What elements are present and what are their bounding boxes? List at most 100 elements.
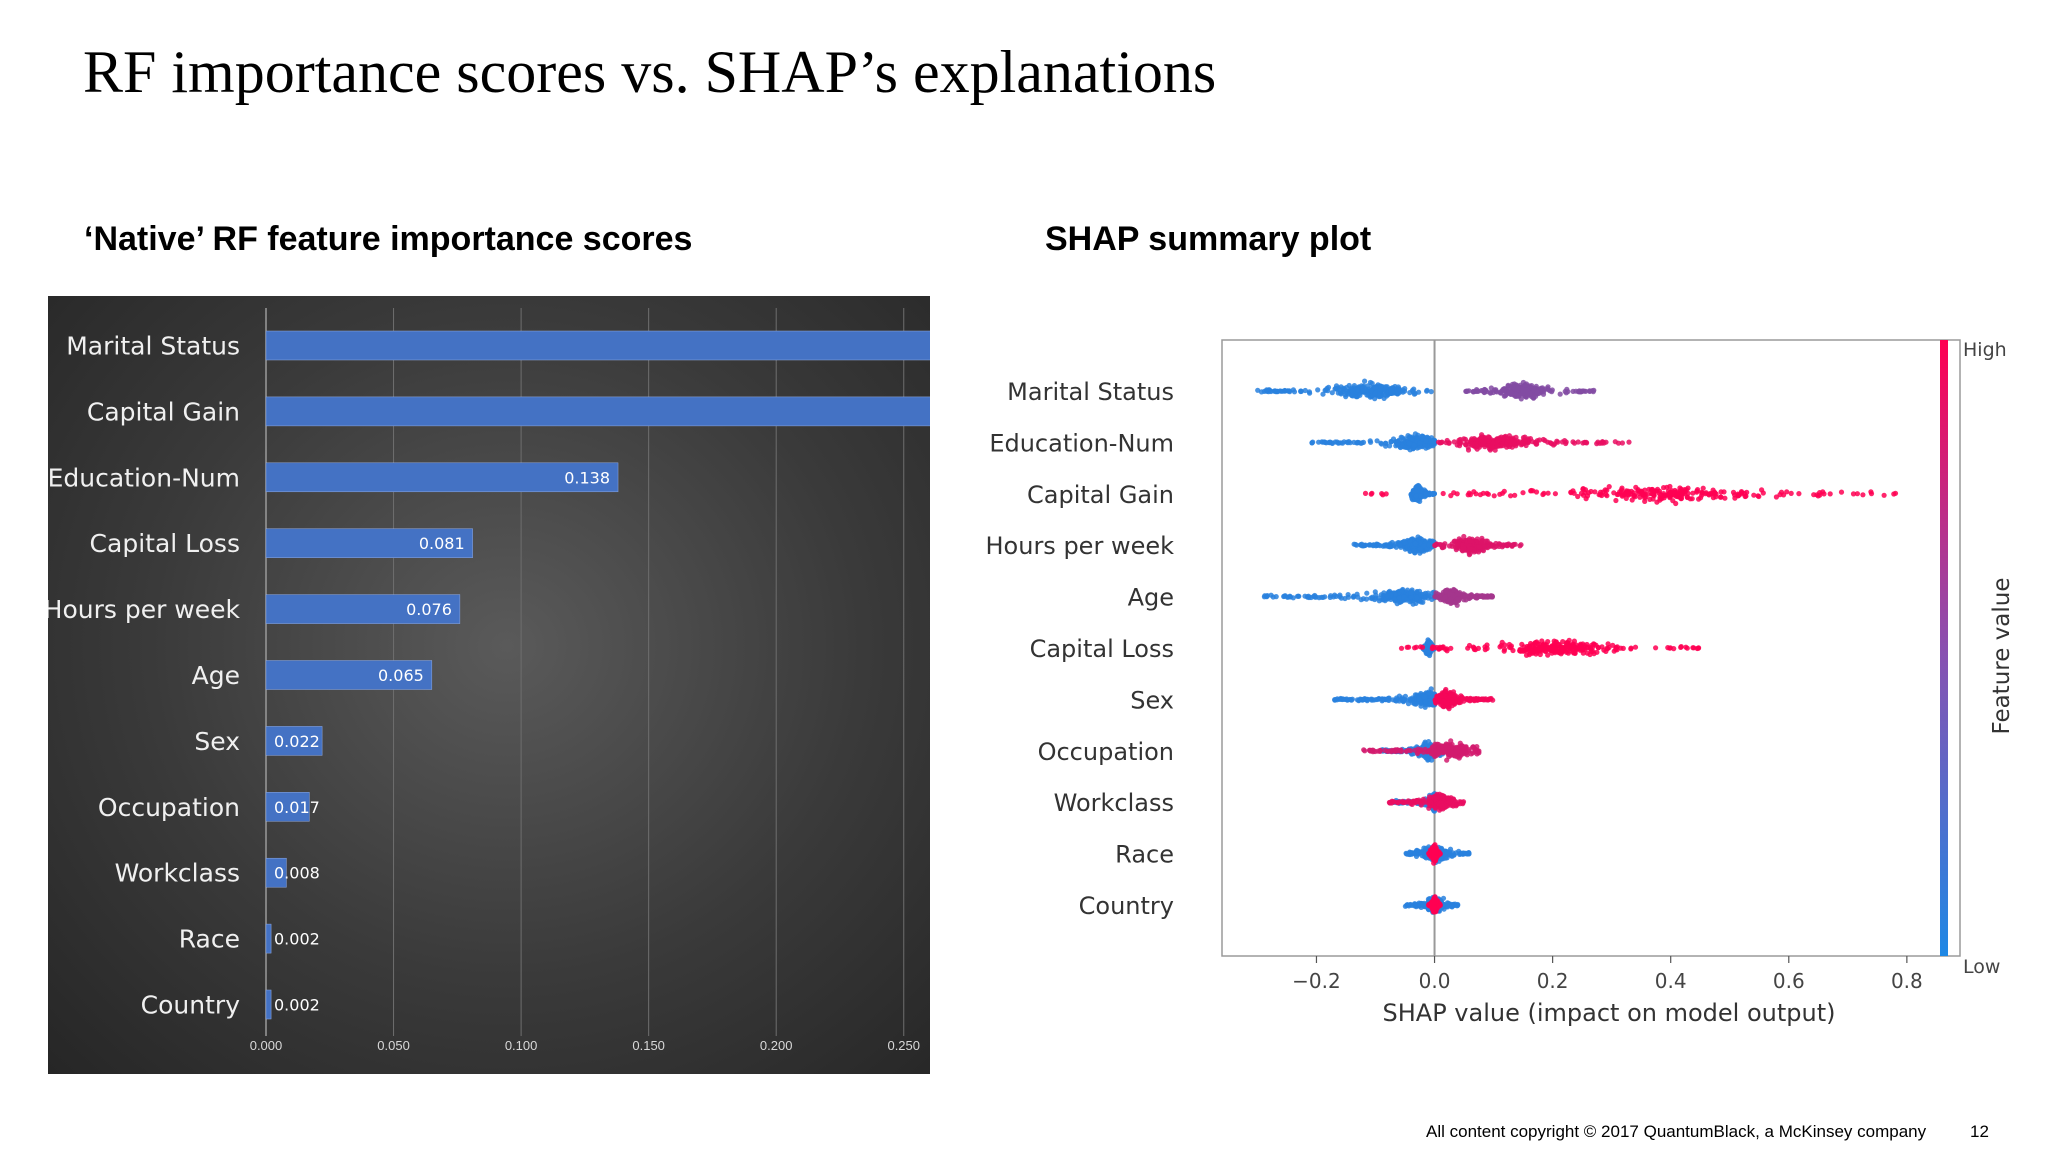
shap-point [1474,536,1480,542]
shap-point [1387,443,1393,449]
shap-point [1517,543,1523,549]
shap-point [1474,446,1480,452]
shap-point [1406,440,1412,446]
shap-point [1615,491,1621,497]
shap-point [1694,645,1700,652]
rf-value-label: 0.138 [564,468,610,487]
shap-point [1817,492,1823,498]
shap-point [1258,389,1265,395]
shap-point [1598,489,1604,495]
rf-bar-chart-svg: 0.0000.0500.1000.1500.2000.2500.3000.350… [48,308,930,1053]
rf-bar [265,462,619,493]
shap-point [1642,495,1648,501]
shap-point [1427,799,1433,805]
shap-point [1533,645,1540,651]
shap-point [1571,638,1577,644]
rf-bar [265,726,323,756]
shap-point [1329,390,1335,396]
shap-point [1442,749,1448,755]
rf-x-tick-label: 0.050 [377,1038,410,1053]
shap-point [1541,490,1547,496]
shap-point [1621,492,1627,498]
shap-point [1379,698,1385,704]
shap-point [1309,440,1315,446]
shap-point [1372,390,1378,396]
rf-category-label: Education-Num [48,463,240,492]
shap-point-group [1436,432,1632,453]
shap-point [1744,489,1750,495]
shap-point [1369,490,1375,496]
shap-point [1472,748,1478,755]
shap-point [1393,748,1400,754]
shap-point [1421,694,1427,700]
shap-point [1661,492,1667,498]
shap-point [1827,491,1833,497]
shap-point [1412,431,1418,437]
shap-point [1497,541,1503,547]
shap-point [1354,387,1360,393]
shap-point [1464,752,1470,758]
shap-point [1614,644,1620,650]
shap-point [1422,491,1428,497]
shap-point [1488,385,1494,391]
shap-point [1446,440,1452,446]
shap-point [1868,491,1875,497]
shap-feature-label: Occupation [1038,738,1174,766]
shap-point [1524,391,1530,397]
shap-point [1454,491,1460,497]
shap-point [1466,552,1472,558]
rf-category-label: Marital Status [66,332,240,361]
shap-point [1359,440,1365,446]
shap-point [1448,493,1454,499]
shap-point [1424,387,1430,393]
shap-point [1777,492,1783,498]
shap-point [1341,385,1347,391]
shap-point [1491,493,1497,499]
shap-point [1756,493,1762,500]
shap-point [1631,493,1637,499]
shap-point [1511,439,1517,445]
shap-point [1355,594,1361,600]
shap-point [1387,799,1393,806]
shap-point [1460,696,1466,702]
shap-point [1430,491,1436,497]
shap-point [1583,496,1589,502]
shap-feature-label: Marital Status [1007,378,1174,406]
shap-point [1378,440,1384,446]
shap-point [1391,596,1398,603]
shap-point [1588,648,1594,654]
shap-point [1313,594,1319,600]
rf-category-label: Race [179,925,240,954]
shap-point [1400,799,1406,805]
shap-point [1742,493,1748,500]
shap-point [1477,492,1483,498]
shap-point [1606,484,1612,490]
shap-point [1702,491,1708,497]
shap-point [1481,439,1487,445]
shap-point [1483,544,1490,550]
shap-point [1612,439,1618,445]
rf-category-label: Hours per week [48,595,241,624]
shap-point [1473,595,1479,601]
shap-point [1445,795,1451,801]
shap-point [1517,648,1523,654]
shap-point [1382,747,1388,753]
shap-point [1315,387,1321,393]
shap-point [1578,490,1585,496]
shap-point [1850,491,1857,497]
shap-point [1462,747,1468,753]
shap-point [1404,644,1410,650]
shap-point [1881,492,1887,498]
shap-point [1420,433,1426,439]
shap-feature-label: Sex [1130,686,1174,714]
shap-point [1396,386,1402,392]
shap-point [1526,646,1532,652]
shap-point [1367,379,1374,386]
shap-point [1432,542,1438,548]
shap-point [1407,538,1413,544]
shap-point [1446,543,1453,549]
shap-point [1486,438,1492,444]
shap-point [1440,490,1446,497]
shap-point [1264,387,1270,393]
shap-point [1522,382,1528,388]
